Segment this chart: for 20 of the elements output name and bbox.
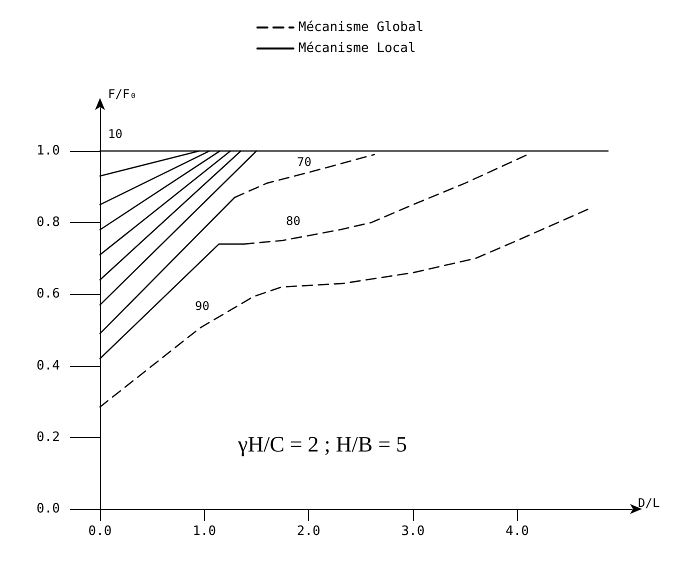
legend-label: Mécanisme Global — [298, 20, 424, 35]
x-tick-label: 2.0 — [296, 524, 320, 539]
y-tick-label: 0.4 — [36, 358, 60, 374]
x-tick-label: 3.0 — [401, 524, 425, 539]
annotation: 80 — [286, 214, 300, 228]
x-tick-label: 1.0 — [192, 524, 216, 539]
y-axis-title: F/F₀ — [108, 87, 137, 101]
annotation: 70 — [297, 155, 312, 169]
x-axis-title: D/L — [638, 496, 660, 510]
legend-label: Mécanisme Local — [298, 41, 416, 56]
annotation: 90 — [195, 299, 210, 313]
y-tick-label: 0.6 — [36, 286, 60, 302]
y-tick-label: 0.0 — [36, 502, 60, 516]
x-tick-label: 0.0 — [88, 524, 112, 539]
y-tick-label: 0.8 — [36, 215, 60, 230]
y-tick-label: 0.2 — [36, 430, 60, 445]
annotation: γH/C = 2 ; H/B = 5 — [237, 432, 407, 456]
x-tick-label: 4.0 — [506, 524, 529, 539]
annotation: 10 — [108, 127, 122, 141]
y-tick-label: 1.0 — [36, 143, 60, 158]
